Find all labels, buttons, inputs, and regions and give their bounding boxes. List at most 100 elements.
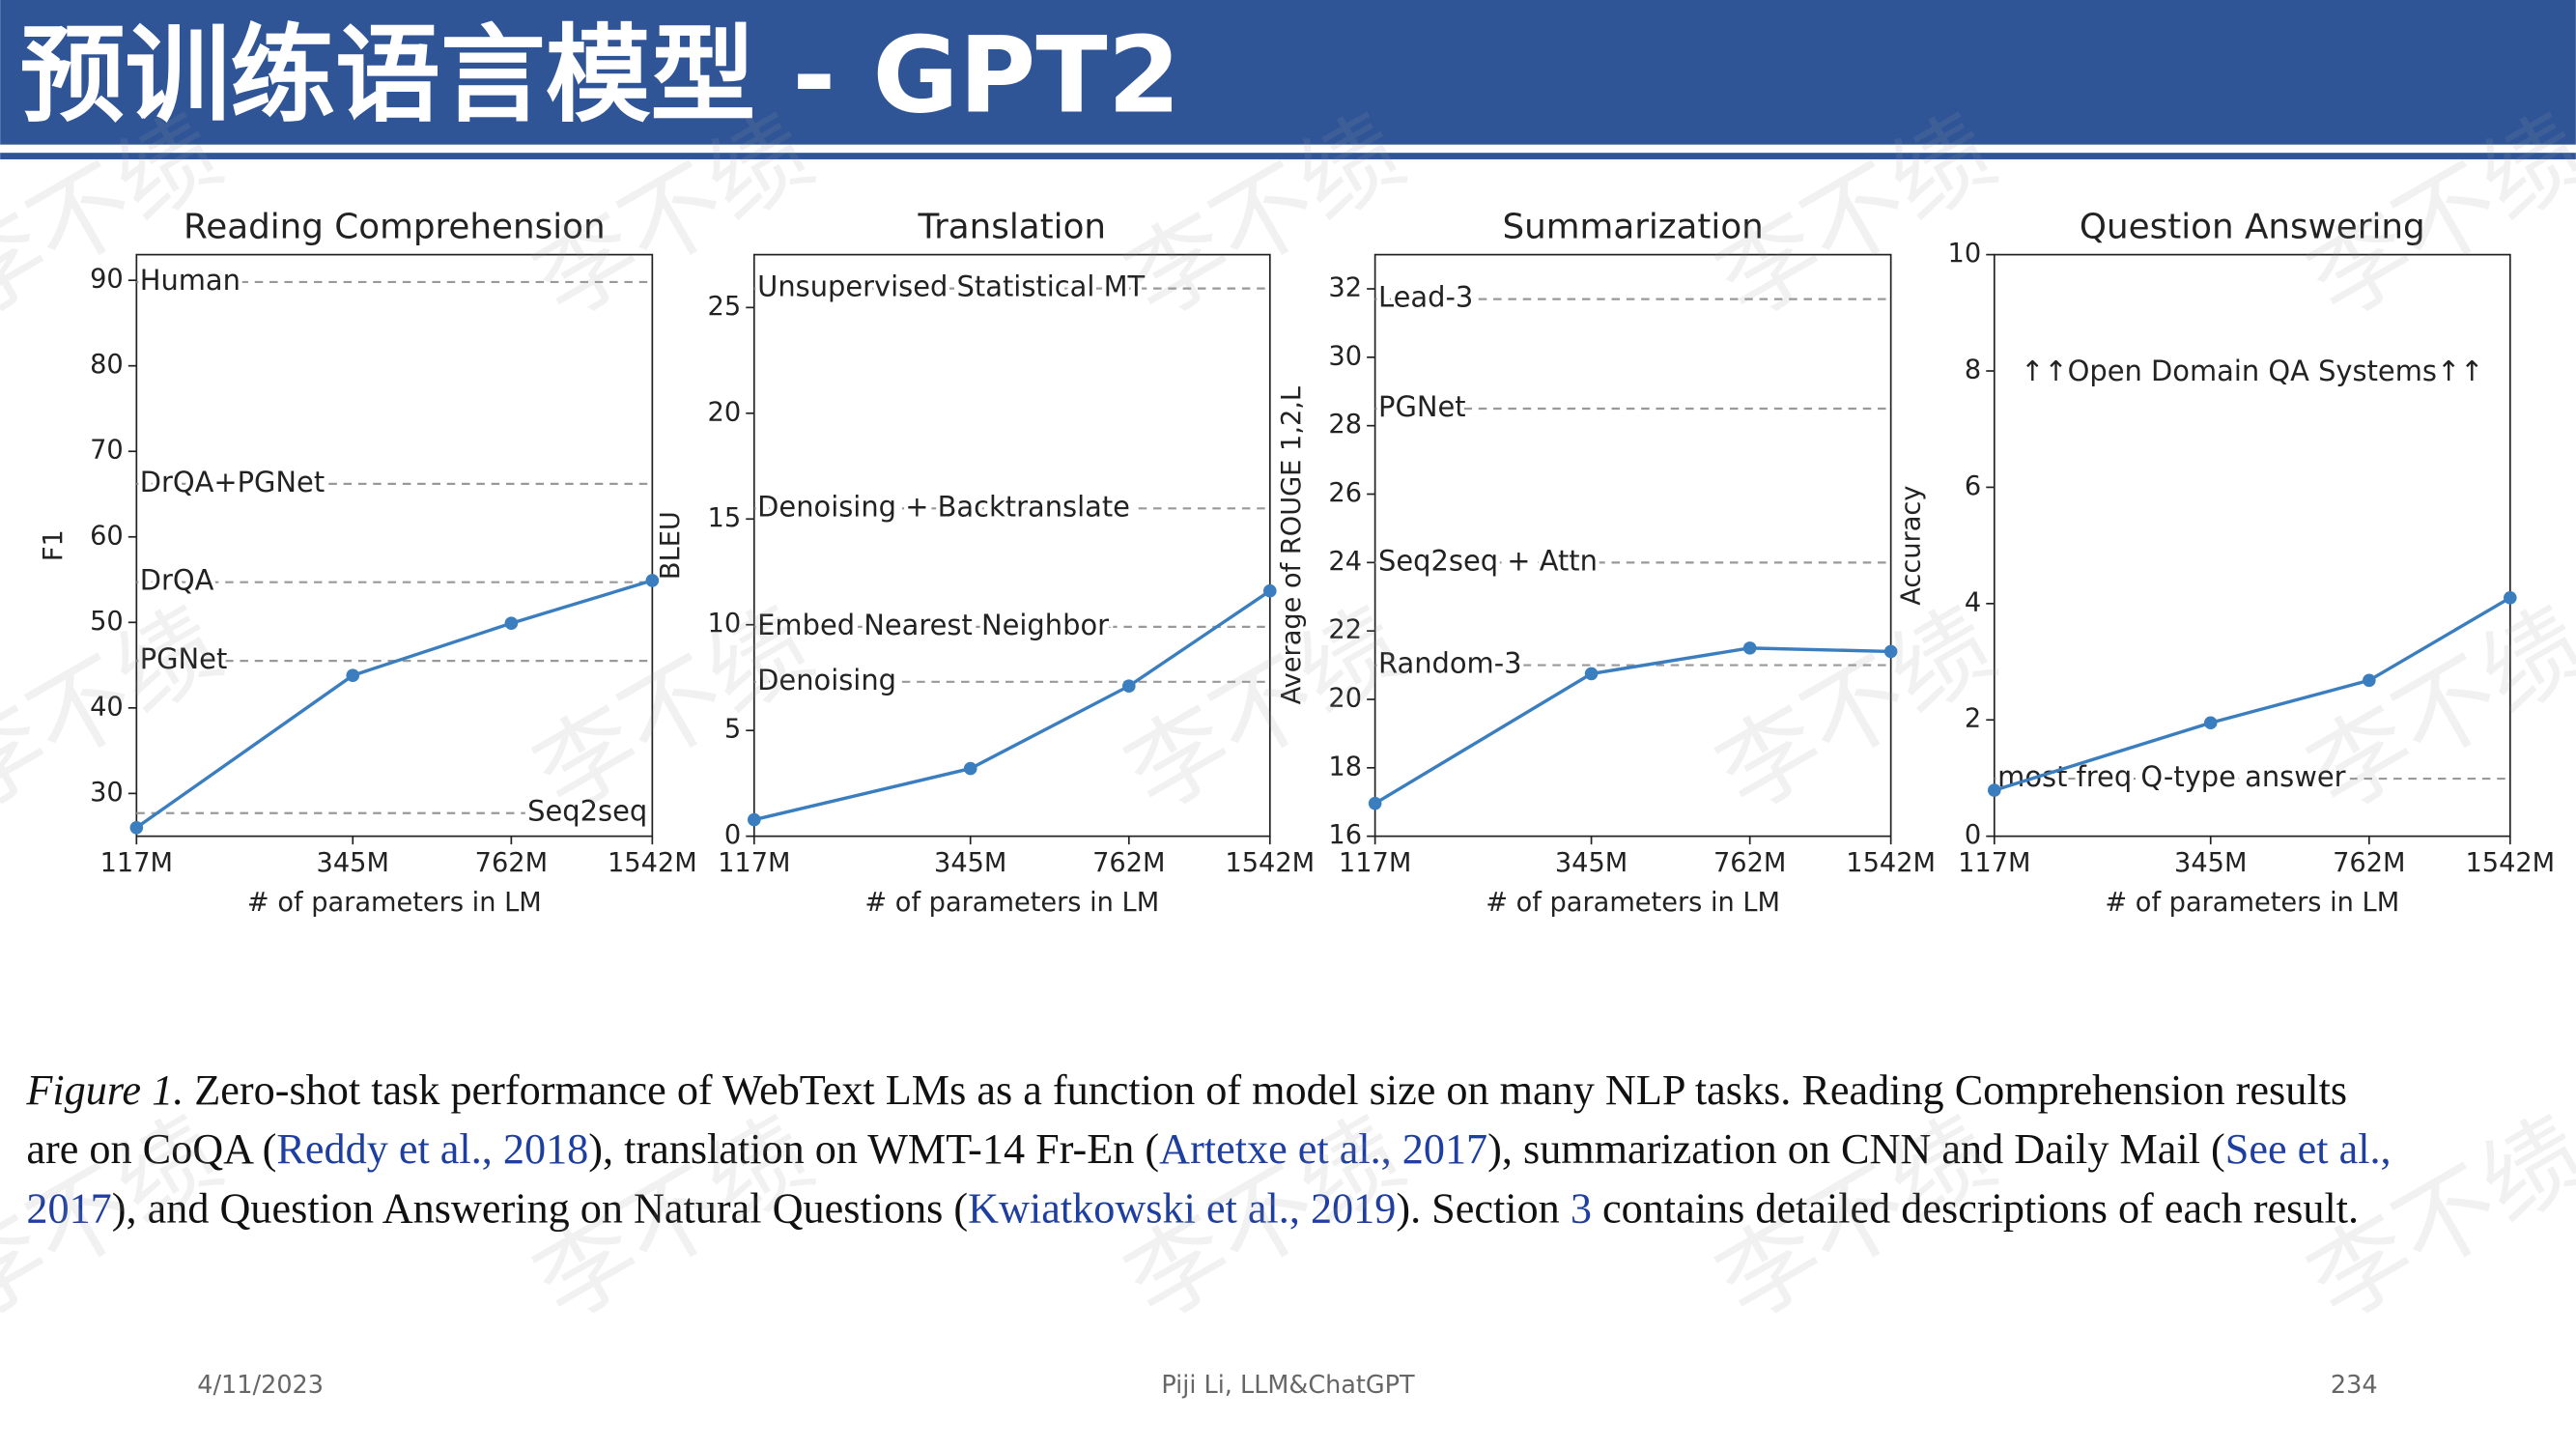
caption-link: Artetxe et al., 2017 bbox=[1159, 1125, 1487, 1173]
caption-link: 2017 bbox=[26, 1184, 111, 1232]
header-bar bbox=[0, 0, 2576, 145]
y-tick-label: 15 bbox=[708, 503, 742, 533]
series-line bbox=[1994, 596, 2511, 792]
y-tick-label: 22 bbox=[1328, 615, 1362, 645]
x-tick-label: 762M bbox=[1713, 848, 1786, 878]
reference-label: Random-3 bbox=[1378, 647, 1521, 680]
caption-text: ). Section bbox=[1396, 1184, 1570, 1232]
x-tick-label: 1542M bbox=[1846, 848, 1936, 878]
data-point bbox=[346, 668, 360, 683]
data-point bbox=[963, 761, 977, 776]
footer-date: 4/11/2023 bbox=[197, 1371, 324, 1400]
x-tick-label: 345M bbox=[1555, 848, 1628, 878]
caption-text: contains detailed descriptions of each r… bbox=[1592, 1184, 2359, 1232]
y-tick-label: 70 bbox=[90, 436, 124, 466]
caption-text: Zero-shot task performance of WebText LM… bbox=[184, 1066, 2347, 1114]
caption-link: Kwiatkowski et al., 2019 bbox=[968, 1184, 1396, 1232]
data-point bbox=[2504, 591, 2517, 605]
y-tick-label: 0 bbox=[724, 820, 741, 850]
y-axis-label: Accuracy bbox=[1896, 486, 1926, 606]
x-axis-label: # of parameters in LM bbox=[1486, 888, 1780, 918]
x-tick-label: 117M bbox=[1958, 848, 2030, 878]
y-tick-label: 8 bbox=[1965, 355, 1981, 385]
x-tick-label: 345M bbox=[934, 848, 1006, 878]
x-tick-label: 117M bbox=[100, 848, 173, 878]
data-point bbox=[747, 812, 761, 827]
data-point bbox=[504, 616, 519, 630]
caption-link: Reddy et al., 2018 bbox=[276, 1125, 588, 1173]
series-line bbox=[135, 579, 653, 830]
x-axis-label: # of parameters in LM bbox=[2105, 888, 2399, 918]
series-line bbox=[1373, 646, 1891, 806]
footer-center: Piji Li, LLM&ChatGPT bbox=[1161, 1371, 1415, 1400]
reference-label: Seq2seq bbox=[527, 795, 647, 828]
x-tick-label: 345M bbox=[317, 848, 389, 878]
y-tick-label: 5 bbox=[724, 715, 741, 745]
data-point bbox=[1584, 667, 1599, 681]
y-tick-label: 50 bbox=[90, 607, 124, 637]
plot-frame bbox=[135, 253, 654, 838]
chart-title: Reading Comprehension bbox=[184, 207, 606, 246]
caption-text: ), summarization on CNN and Daily Mail ( bbox=[1487, 1125, 2225, 1173]
y-tick-label: 16 bbox=[1328, 820, 1362, 850]
y-tick-label: 10 bbox=[708, 609, 742, 639]
y-tick-label: 25 bbox=[708, 292, 742, 322]
caption-text: ), and Question Answering on Natural Que… bbox=[112, 1184, 968, 1232]
reference-label: Unsupervised Statistical MT bbox=[757, 270, 1145, 303]
x-tick-label: 1542M bbox=[2465, 848, 2555, 878]
data-point bbox=[129, 820, 144, 835]
watermark: 李不绩 bbox=[2291, 586, 2576, 834]
y-tick-label: 80 bbox=[90, 350, 124, 380]
plot-frame bbox=[1993, 253, 2511, 838]
y-axis-label: BLEU bbox=[656, 511, 686, 580]
data-point bbox=[1122, 679, 1136, 694]
reference-label: Seq2seq + Attn bbox=[1378, 544, 1598, 577]
y-tick-label: 0 bbox=[1965, 820, 1981, 850]
y-tick-label: 32 bbox=[1328, 273, 1362, 303]
reference-label: Denoising bbox=[757, 664, 896, 696]
caption-text: are on CoQA ( bbox=[26, 1125, 276, 1173]
caption-link: 3 bbox=[1571, 1184, 1592, 1232]
y-tick-label: 28 bbox=[1328, 410, 1362, 440]
plot-frame bbox=[752, 253, 1271, 838]
chart-title: Question Answering bbox=[2080, 207, 2425, 246]
reference-label: Human bbox=[140, 264, 241, 297]
data-point bbox=[2203, 716, 2218, 730]
chart-title: Translation bbox=[918, 207, 1107, 246]
y-tick-label: 60 bbox=[90, 521, 124, 551]
slide-title: 预训练语言模型 - GPT2 bbox=[20, 14, 1181, 137]
watermark: 李不绩 bbox=[1699, 586, 2013, 834]
y-tick-label: 6 bbox=[1965, 471, 1981, 501]
annotation: ↑↑Open Domain QA Systems↑↑ bbox=[2021, 355, 2483, 387]
caption-text: Figure 1. bbox=[25, 1066, 184, 1114]
y-tick-label: 24 bbox=[1328, 547, 1362, 577]
series-line bbox=[753, 589, 1271, 822]
plot-frame bbox=[1373, 253, 1892, 838]
x-tick-label: 1542M bbox=[608, 848, 697, 878]
charts: Reading Comprehension # of parameters in … bbox=[39, 207, 2555, 917]
y-axis-label: F1 bbox=[39, 529, 69, 561]
reference-label: most freq Q-type answer bbox=[1997, 760, 2345, 793]
data-point bbox=[1987, 783, 2001, 797]
y-tick-label: 18 bbox=[1328, 752, 1362, 781]
data-point bbox=[1262, 583, 1277, 598]
y-axis-label: Average of ROUGE 1,2,L bbox=[1277, 385, 1307, 704]
data-point bbox=[2363, 673, 2376, 688]
reference-label: Denoising + Backtranslate bbox=[757, 490, 1130, 523]
data-point bbox=[645, 574, 660, 587]
footer-page: 234 bbox=[2331, 1371, 2378, 1400]
caption: Figure 1. Zero-shot task performance of … bbox=[25, 1066, 2391, 1232]
y-tick-label: 26 bbox=[1328, 478, 1362, 508]
x-axis-label: # of parameters in LM bbox=[247, 888, 542, 918]
y-tick-label: 30 bbox=[90, 778, 124, 808]
y-tick-label: 40 bbox=[90, 692, 124, 722]
y-tick-label: 90 bbox=[90, 265, 124, 295]
x-tick-label: 762M bbox=[475, 848, 548, 878]
y-tick-label: 10 bbox=[1948, 239, 1982, 269]
chart-title: Summarization bbox=[1502, 207, 1763, 246]
x-tick-label: 762M bbox=[2333, 848, 2405, 878]
data-point bbox=[1368, 796, 1382, 810]
y-tick-label: 20 bbox=[708, 397, 742, 427]
y-tick-label: 30 bbox=[1328, 341, 1362, 371]
